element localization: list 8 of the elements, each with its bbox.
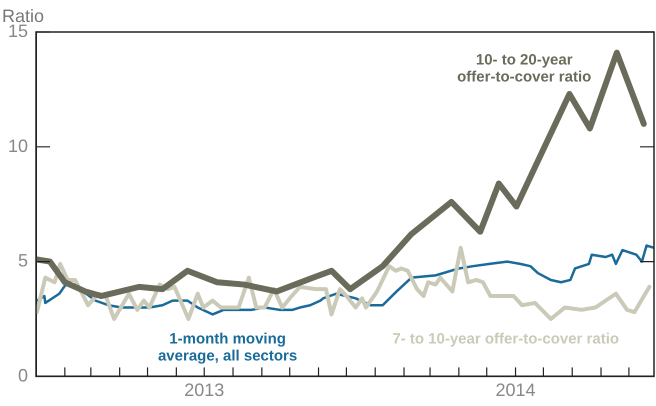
y-tick-label: 10 xyxy=(8,136,28,156)
series-label: 1-month moving average, all sectors xyxy=(158,330,298,364)
series-label: 10- to 20-year offer-to-cover ratio xyxy=(457,51,592,86)
series-label: 7- to 10-year offer-to-cover ratio xyxy=(392,330,620,348)
x-tick-label: 2014 xyxy=(496,380,536,400)
y-tick-label: 0 xyxy=(18,365,28,386)
y-tick-label: 5 xyxy=(18,250,28,271)
x-tick-label: 2013 xyxy=(184,380,224,400)
